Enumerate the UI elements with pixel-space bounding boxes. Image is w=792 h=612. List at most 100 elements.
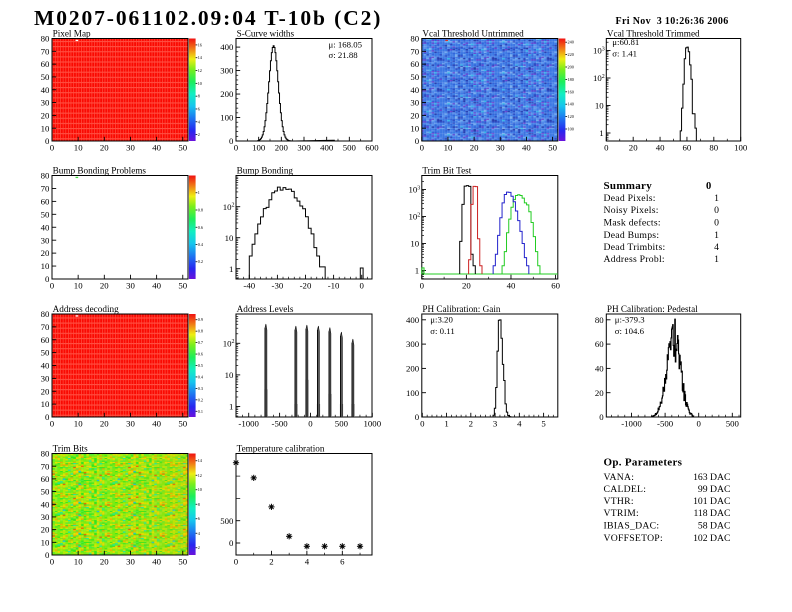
svg-text:0.8: 0.8 — [198, 208, 203, 213]
svg-text:400: 400 — [220, 42, 234, 52]
svg-text:2: 2 — [198, 545, 200, 550]
svg-text:0.1: 0.1 — [198, 409, 203, 414]
svg-text:10: 10 — [41, 537, 50, 547]
svg-text:0: 0 — [359, 280, 364, 290]
svg-text:102: 102 — [223, 202, 235, 212]
svg-text:70: 70 — [41, 184, 50, 194]
svg-text:PH Calibration: Gain: PH Calibration: Gain — [422, 304, 500, 314]
svg-text:10: 10 — [225, 370, 234, 380]
svg-text:M0207-061102.09:04 T-10b (C2): M0207-061102.09:04 T-10b (C2) — [34, 6, 382, 30]
svg-text:0: 0 — [599, 412, 604, 422]
svg-text:1: 1 — [198, 190, 200, 195]
svg-text:40: 40 — [152, 142, 161, 152]
svg-text:40: 40 — [41, 222, 50, 232]
svg-text:40: 40 — [41, 85, 50, 95]
svg-text:10: 10 — [74, 418, 83, 428]
svg-text:0.5: 0.5 — [198, 363, 203, 368]
svg-text:4: 4 — [198, 119, 201, 124]
svg-text:10: 10 — [41, 261, 50, 271]
svg-text:50: 50 — [178, 142, 187, 152]
svg-text:4: 4 — [517, 418, 522, 428]
svg-text:IBIAS_DAC:: IBIAS_DAC: — [604, 521, 660, 532]
svg-text:0.8: 0.8 — [198, 329, 203, 334]
svg-text:50: 50 — [178, 418, 187, 428]
svg-text:40: 40 — [410, 85, 419, 95]
svg-text:0: 0 — [50, 556, 55, 566]
svg-text:40: 40 — [152, 280, 161, 290]
svg-text:60: 60 — [41, 197, 50, 207]
svg-text:163 DAC: 163 DAC — [693, 472, 730, 483]
svg-text:1: 1 — [229, 264, 233, 274]
svg-text:10: 10 — [198, 81, 202, 86]
svg-text:0: 0 — [45, 274, 50, 284]
svg-text:70: 70 — [41, 461, 50, 471]
svg-text:-20: -20 — [300, 280, 312, 290]
svg-text:80: 80 — [41, 449, 50, 459]
svg-text:50: 50 — [548, 142, 557, 152]
svg-text:0.2: 0.2 — [198, 397, 203, 402]
svg-text:30: 30 — [410, 98, 419, 108]
svg-text:400: 400 — [320, 142, 334, 152]
svg-text:80: 80 — [41, 309, 50, 319]
svg-text:70: 70 — [41, 46, 50, 56]
svg-text:1: 1 — [444, 418, 448, 428]
svg-text:80: 80 — [41, 171, 50, 181]
svg-text:160: 160 — [568, 89, 574, 94]
svg-text:100: 100 — [568, 127, 574, 132]
svg-text:200: 200 — [220, 89, 234, 99]
svg-text:1: 1 — [714, 254, 719, 265]
svg-text:Dead Pixels:: Dead Pixels: — [604, 193, 656, 204]
svg-text:500: 500 — [343, 142, 357, 152]
svg-text:0: 0 — [45, 550, 50, 560]
svg-text:2: 2 — [469, 418, 473, 428]
svg-text:20: 20 — [41, 525, 50, 535]
svg-text:0.6: 0.6 — [198, 352, 203, 357]
svg-text:10: 10 — [595, 101, 604, 111]
svg-text:0: 0 — [706, 181, 711, 192]
svg-text:Fri Nov 3 10:26:36 2006: Fri Nov 3 10:26:36 2006 — [616, 16, 729, 27]
svg-text:60: 60 — [551, 280, 560, 290]
svg-text:4: 4 — [198, 531, 201, 536]
svg-text:60: 60 — [41, 335, 50, 345]
svg-text:102: 102 — [593, 73, 605, 83]
svg-text:0: 0 — [420, 280, 425, 290]
svg-text:VANA:: VANA: — [604, 472, 635, 483]
svg-text:40: 40 — [152, 556, 161, 566]
svg-text:10: 10 — [74, 142, 83, 152]
svg-text:0: 0 — [714, 218, 719, 229]
svg-text:3: 3 — [493, 418, 498, 428]
svg-text:200: 200 — [275, 142, 289, 152]
svg-text:6: 6 — [340, 556, 345, 566]
svg-text:99 DAC: 99 DAC — [698, 484, 731, 495]
svg-text:-1000: -1000 — [238, 418, 259, 428]
svg-text:0: 0 — [420, 418, 425, 428]
svg-text:Noisy Pixels:: Noisy Pixels: — [604, 205, 659, 216]
svg-text:20: 20 — [100, 280, 109, 290]
svg-text:Vcal Threshold Untrimmed: Vcal Threshold Untrimmed — [422, 28, 524, 38]
svg-text:70: 70 — [410, 46, 419, 56]
svg-text:Address Levels: Address Levels — [237, 304, 294, 314]
svg-text:140: 140 — [568, 102, 574, 107]
svg-text:70: 70 — [41, 322, 50, 332]
svg-text:30: 30 — [41, 235, 50, 245]
svg-text:10: 10 — [444, 142, 453, 152]
svg-text:40: 40 — [41, 499, 50, 509]
svg-text:Address decoding: Address decoding — [53, 304, 119, 314]
svg-text:30: 30 — [126, 280, 135, 290]
svg-text:Summary: Summary — [604, 180, 653, 192]
svg-text:20: 20 — [595, 388, 604, 398]
svg-text:60: 60 — [410, 59, 419, 69]
svg-text:60: 60 — [41, 474, 50, 484]
svg-text:50: 50 — [178, 280, 187, 290]
svg-text:50: 50 — [41, 487, 50, 497]
svg-text:0.3: 0.3 — [198, 386, 203, 391]
svg-text:0: 0 — [50, 280, 55, 290]
svg-text:16: 16 — [198, 42, 202, 47]
svg-text:10: 10 — [225, 233, 234, 243]
svg-text:30: 30 — [496, 142, 505, 152]
svg-text:μ:3.20: μ:3.20 — [430, 315, 453, 325]
svg-text:8: 8 — [198, 94, 200, 99]
svg-text:500: 500 — [220, 516, 234, 526]
svg-text:102 DAC: 102 DAC — [693, 533, 730, 544]
svg-text:0.7: 0.7 — [198, 340, 203, 345]
